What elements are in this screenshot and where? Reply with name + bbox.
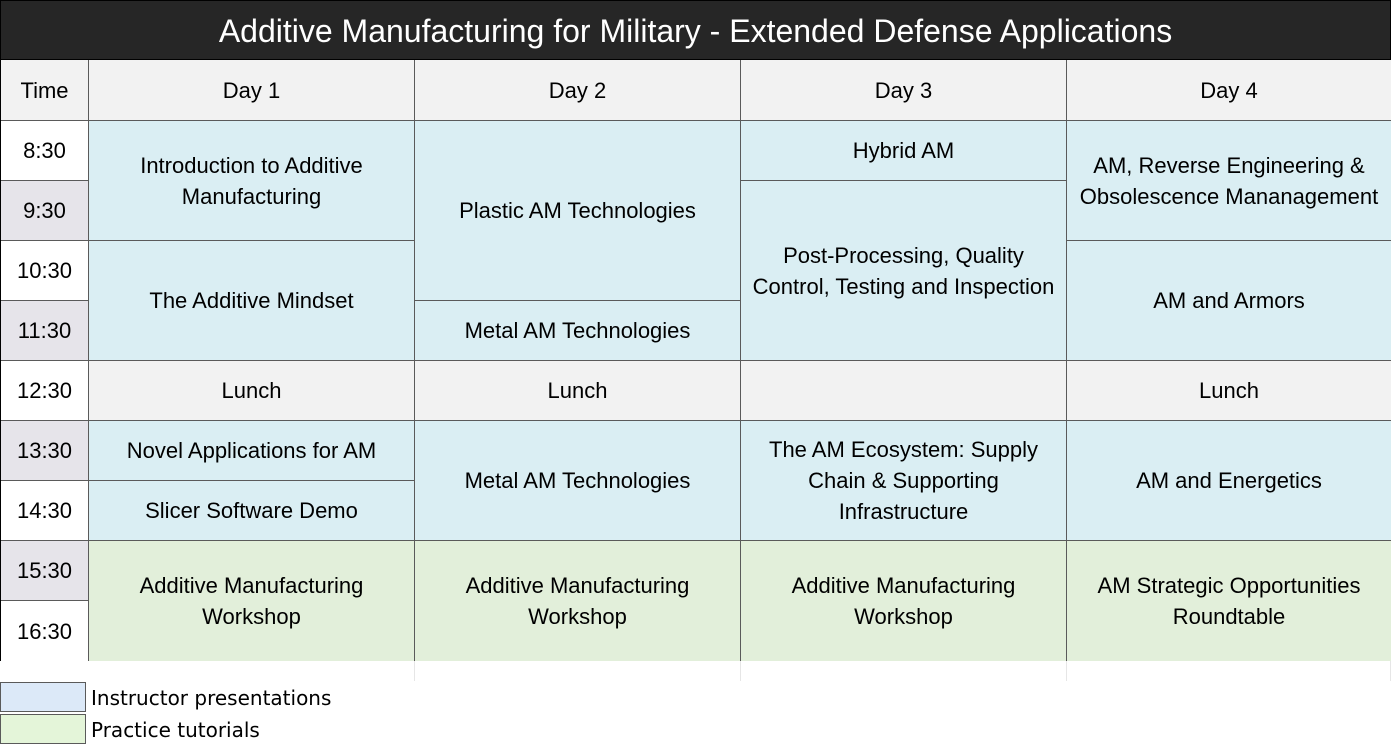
session-day1-workshop: Additive Manufacturing Workshop: [89, 541, 415, 661]
session-day3-hybrid-am: Hybrid AM: [741, 121, 1067, 181]
schedule-title: Additive Manufacturing for Military - Ex…: [0, 0, 1391, 60]
session-day3-ecosystem: The AM Ecosystem: Supply Chain & Support…: [741, 421, 1067, 541]
session-day4-roundtable: AM Strategic Opportunities Roundtable: [1067, 541, 1391, 661]
lunch-day2: Lunch: [415, 361, 741, 421]
grid-line: [414, 661, 415, 681]
session-day2-metal-am-morning: Metal AM Technologies: [415, 301, 741, 361]
session-day2-workshop: Additive Manufacturing Workshop: [415, 541, 741, 661]
session-day4-armors: AM and Armors: [1067, 241, 1391, 361]
time-slot: 14:30: [1, 481, 89, 541]
legend-label-tutorials: Practice tutorials: [91, 718, 260, 742]
session-day1-novel-apps: Novel Applications for AM: [89, 421, 415, 481]
session-day2-plastic-am: Plastic AM Technologies: [415, 121, 741, 301]
legend-swatch-presentations: [0, 682, 86, 712]
grid-line: [1390, 661, 1391, 681]
grid-line: [1066, 661, 1067, 681]
session-day3-post-processing: Post-Processing, Quality Control, Testin…: [741, 181, 1067, 361]
day-header-3: Day 3: [741, 60, 1067, 121]
session-day3-workshop: Additive Manufacturing Workshop: [741, 541, 1067, 661]
session-day1-mindset: The Additive Mindset: [89, 241, 415, 361]
time-slot: 10:30: [1, 241, 89, 301]
time-slot: 8:30: [1, 121, 89, 181]
day-header-4: Day 4: [1067, 60, 1391, 121]
legend-swatch-tutorials: [0, 714, 86, 744]
legend-label-presentations: Instructor presentations: [91, 686, 332, 710]
time-slot: 9:30: [1, 181, 89, 241]
grid-line: [740, 661, 741, 681]
lunch-day4: Lunch: [1067, 361, 1391, 421]
session-day4-energetics: AM and Energetics: [1067, 421, 1391, 541]
time-slot: 15:30: [1, 541, 89, 601]
day-header-1: Day 1: [89, 60, 415, 121]
schedule-table: Time Day 1 Day 2 Day 3 Day 4 8:30 9:30 1…: [0, 60, 1391, 661]
time-slot: 12:30: [1, 361, 89, 421]
time-slot: 11:30: [1, 301, 89, 361]
lunch-day1: Lunch: [89, 361, 415, 421]
session-day2-metal-am-afternoon: Metal AM Technologies: [415, 421, 741, 541]
session-day1-slicer-demo: Slicer Software Demo: [89, 481, 415, 541]
time-slot: 13:30: [1, 421, 89, 481]
time-header: Time: [1, 60, 89, 121]
day-header-2: Day 2: [415, 60, 741, 121]
time-slot: 16:30: [1, 601, 89, 661]
lunch-day3: [741, 361, 1067, 421]
session-day4-reverse-engineering: AM, Reverse Engineering & Obsolescence M…: [1067, 121, 1391, 241]
session-day1-intro: Introduction to Additive Manufacturing: [89, 121, 415, 241]
